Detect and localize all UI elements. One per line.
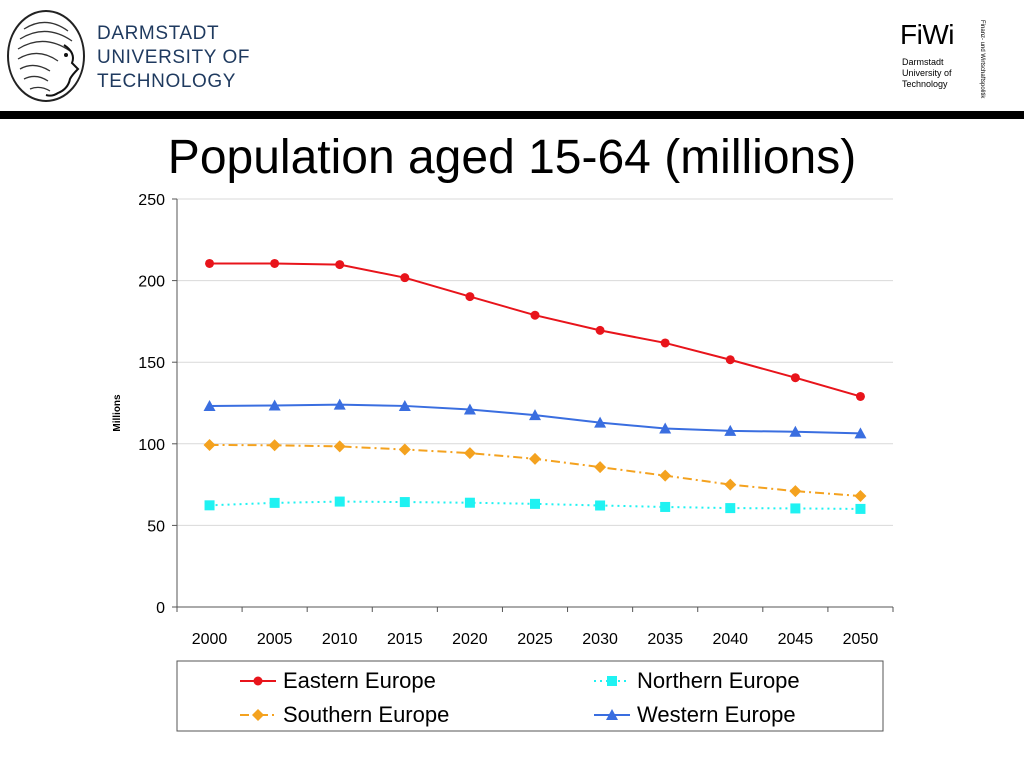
x-tick-label: 2045 xyxy=(778,631,814,648)
data-point-southern-europe xyxy=(529,452,541,465)
university-name-line-2: UNIVERSITY OF xyxy=(97,47,251,68)
fiwi-logo: FiWi Darmstadt University of Technology … xyxy=(898,18,998,98)
series-line-eastern-europe xyxy=(209,262,861,398)
x-tick-label: 2030 xyxy=(582,631,618,648)
slide-header: DARMSTADT UNIVERSITY OF TECHNOLOGY FiWi … xyxy=(0,0,1024,119)
x-tick-label: 2050 xyxy=(843,631,879,648)
data-point-northern-europe xyxy=(530,498,540,509)
data-point-western-europe xyxy=(659,422,672,434)
y-tick-label: 0 xyxy=(156,600,165,617)
legend-marker-eastern-europe xyxy=(253,676,263,686)
data-point-eastern-europe xyxy=(465,292,475,302)
university-name-line-1: DARMSTADT xyxy=(97,23,220,44)
data-point-southern-europe xyxy=(268,439,281,452)
data-point-northern-europe xyxy=(399,497,410,508)
data-point-northern-europe xyxy=(790,503,801,514)
y-tick-label: 50 xyxy=(147,518,165,535)
legend-label-northern-europe: Northern Europe xyxy=(637,668,800,693)
y-tick-label: 250 xyxy=(138,192,165,209)
university-name: DARMSTADT UNIVERSITY OF TECHNOLOGY xyxy=(97,22,250,94)
y-tick-label: 150 xyxy=(138,355,165,372)
fiwi-title: FiWi xyxy=(900,19,954,50)
university-seal-head-icon xyxy=(7,10,85,102)
data-point-eastern-europe xyxy=(205,258,215,268)
data-point-southern-europe xyxy=(203,438,216,451)
data-point-eastern-europe xyxy=(270,258,280,268)
data-point-western-europe xyxy=(398,399,411,411)
x-tick-label: 2000 xyxy=(192,631,228,648)
x-tick-label: 2025 xyxy=(517,631,553,648)
data-point-southern-europe xyxy=(333,440,346,453)
x-tick-label: 2040 xyxy=(712,631,748,648)
data-point-western-europe xyxy=(203,399,216,411)
data-point-western-europe xyxy=(529,409,541,421)
fiwi-subtitle: Darmstadt University of Technology xyxy=(902,57,952,90)
data-point-western-europe xyxy=(854,427,867,439)
fiwi-sub-line-1: Darmstadt xyxy=(902,57,944,67)
data-point-northern-europe xyxy=(725,503,736,514)
x-tick-label: 2010 xyxy=(322,631,358,648)
data-point-southern-europe xyxy=(854,490,867,503)
fiwi-vertical-text: Finanz- und Wirtschaftspolitik xyxy=(979,20,985,99)
data-point-northern-europe xyxy=(855,503,866,514)
data-point-northern-europe xyxy=(660,501,671,512)
data-point-southern-europe xyxy=(789,485,802,498)
data-point-southern-europe xyxy=(724,478,737,491)
x-tick-label: 2035 xyxy=(647,631,683,648)
fiwi-sub-line-3: Technology xyxy=(902,79,948,89)
data-point-northern-europe xyxy=(204,500,215,511)
y-tick-label: 100 xyxy=(138,437,165,454)
data-point-eastern-europe xyxy=(790,373,800,383)
data-point-northern-europe xyxy=(269,497,280,508)
data-point-western-europe xyxy=(724,424,737,436)
data-point-northern-europe xyxy=(464,497,475,508)
x-tick-label: 2005 xyxy=(257,631,293,648)
data-point-northern-europe xyxy=(595,500,606,511)
data-point-eastern-europe xyxy=(855,391,865,401)
legend-label-eastern-europe: Eastern Europe xyxy=(283,668,436,693)
data-point-northern-europe xyxy=(334,496,345,507)
legend-marker-southern-europe xyxy=(252,709,264,721)
data-point-western-europe xyxy=(594,416,607,428)
data-point-western-europe xyxy=(463,403,476,415)
data-point-southern-europe xyxy=(398,443,411,456)
data-point-eastern-europe xyxy=(335,260,345,270)
y-axis-label: Millions xyxy=(112,394,123,432)
legend-box xyxy=(176,660,884,732)
data-point-southern-europe xyxy=(659,469,672,482)
slide-title: Population aged 15-64 (millions) xyxy=(167,131,857,184)
data-point-western-europe xyxy=(268,399,281,411)
data-point-eastern-europe xyxy=(400,273,410,283)
data-point-western-europe xyxy=(789,425,802,437)
y-tick-label: 200 xyxy=(138,274,165,291)
data-point-southern-europe xyxy=(463,447,476,460)
legend-marker-northern-europe xyxy=(607,676,617,686)
legend-marker-western-europe xyxy=(606,709,618,720)
data-point-western-europe xyxy=(333,398,346,410)
header-divider xyxy=(0,111,1024,119)
data-point-eastern-europe xyxy=(530,310,540,320)
x-tick-label: 2015 xyxy=(387,631,423,648)
data-point-eastern-europe xyxy=(595,325,605,335)
university-name-line-3: TECHNOLOGY xyxy=(97,71,237,92)
data-point-eastern-europe xyxy=(660,338,670,348)
legend-label-western-europe: Western Europe xyxy=(637,702,796,727)
series-line-southern-europe xyxy=(209,443,861,498)
fiwi-sub-line-2: University of xyxy=(902,68,952,78)
x-tick-label: 2020 xyxy=(452,631,488,648)
data-point-southern-europe xyxy=(594,461,607,474)
legend-label-southern-europe: Southern Europe xyxy=(283,702,449,727)
data-point-eastern-europe xyxy=(725,355,735,365)
